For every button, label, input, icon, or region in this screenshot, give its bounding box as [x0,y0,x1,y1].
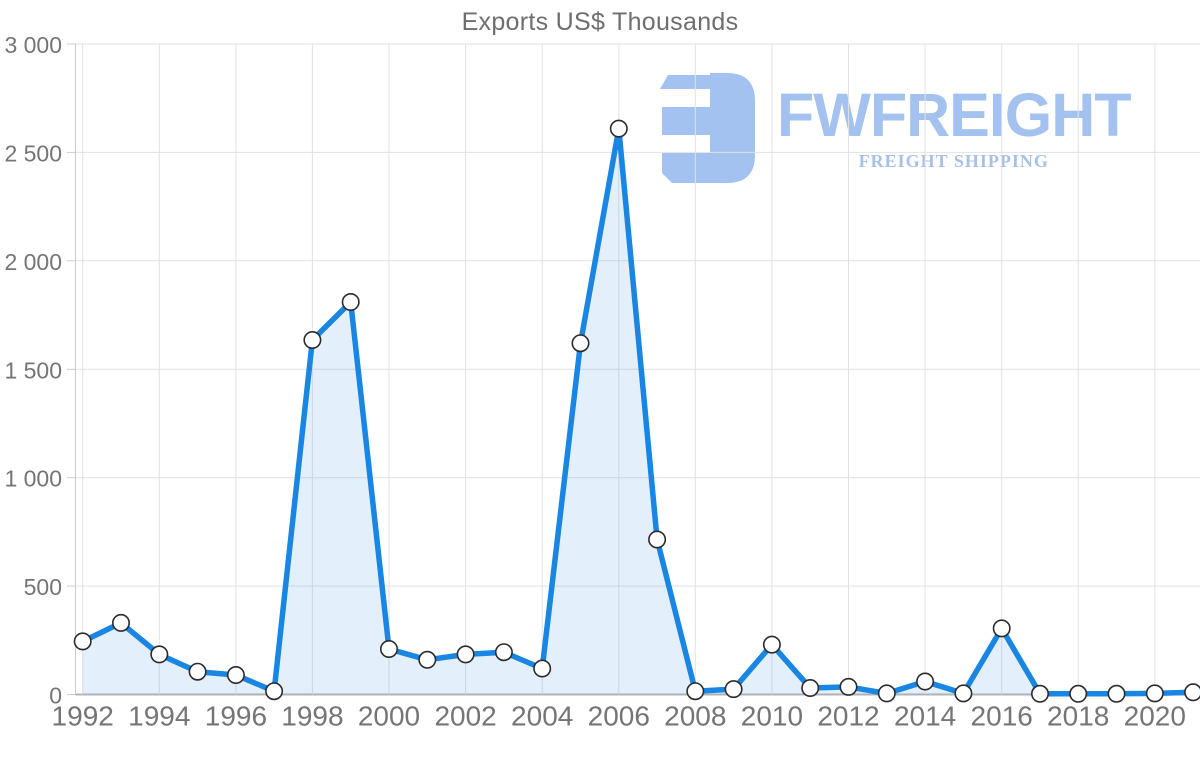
y-axis-label: 500 [24,574,62,600]
data-point-1999[interactable] [341,292,360,311]
x-axis-label: 2008 [664,701,726,732]
x-axis-label: 2000 [358,701,420,732]
data-point-2009[interactable] [724,680,743,699]
data-point-2019[interactable] [1107,684,1126,703]
data-point-2016[interactable] [992,619,1011,638]
data-point-2013[interactable] [877,684,896,703]
data-point-2005[interactable] [571,334,590,353]
area-fill [82,128,1194,695]
x-axis-label: 1996 [205,701,267,732]
y-axis-label: 3 000 [4,32,62,58]
data-point-1995[interactable] [188,662,207,681]
x-axis-label: 1994 [128,701,190,732]
x-axis-label: 2016 [971,701,1033,732]
fwfreight-watermark: FWFREIGHT FREIGHT SHIPPING [646,73,1132,183]
data-point-1998[interactable] [303,330,322,349]
y-axis-label: 1 000 [4,466,62,492]
x-axis-label: 2014 [894,701,956,732]
x-axis-label: 2010 [741,701,803,732]
watermark-tagline-text: FREIGHT SHIPPING [858,150,1049,171]
data-point-2012[interactable] [839,677,858,696]
x-axis-label: 1998 [281,701,343,732]
data-point-2020[interactable] [1145,684,1164,703]
data-point-1994[interactable] [150,645,169,664]
data-point-2004[interactable] [533,659,552,678]
data-point-2008[interactable] [686,682,705,701]
y-axis-label: 2 500 [4,140,62,166]
y-axis-label: 2 000 [4,249,62,275]
data-point-2021[interactable] [1184,683,1200,702]
data-point-1997[interactable] [265,682,284,701]
data-point-2000[interactable] [379,639,398,658]
data-point-2018[interactable] [1069,684,1088,703]
data-point-1996[interactable] [226,665,245,684]
x-axis-label: 2004 [511,701,573,732]
data-point-2010[interactable] [762,635,781,654]
data-point-2002[interactable] [456,645,475,664]
data-point-2011[interactable] [801,678,820,697]
fwfreight-logo-icon [660,73,755,183]
data-point-2014[interactable] [916,672,935,691]
data-point-2006[interactable] [609,119,628,138]
x-axis-label: 2020 [1124,701,1186,732]
data-point-1992[interactable] [73,632,92,651]
y-axis-label: 0 [49,683,62,709]
x-axis-label: 2012 [817,701,879,732]
chart-title: Exports US$ Thousands [461,8,739,36]
y-axis-label: 1 500 [4,357,62,383]
x-axis-label: 2018 [1047,701,1109,732]
data-point-2015[interactable] [954,684,973,703]
data-point-2001[interactable] [418,650,437,669]
x-axis-label: 1992 [52,701,114,732]
x-axis-label: 2002 [434,701,496,732]
data-point-2007[interactable] [648,530,667,549]
watermark-brand-text: FWFREIGHT [777,80,1132,149]
data-point-2017[interactable] [1031,684,1050,703]
x-axis-label: 2006 [588,701,650,732]
watermark-text-block: FWFREIGHT FREIGHT SHIPPING [777,80,1132,172]
data-point-2003[interactable] [494,643,513,662]
data-point-1993[interactable] [112,613,131,632]
